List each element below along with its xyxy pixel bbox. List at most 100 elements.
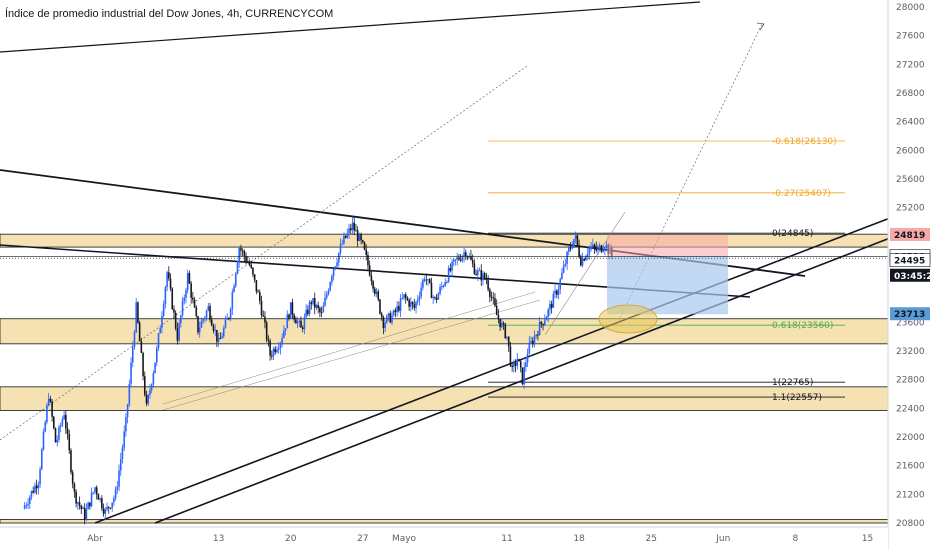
candle-body-101 [197,316,199,333]
candle-body-227 [413,304,416,308]
y-tick-5: 26000 [896,146,925,156]
candle-body-40 [92,492,95,494]
candle-body-263 [475,273,477,275]
candle-body-288 [518,359,520,362]
candle-body-273 [492,297,495,299]
candle-body-153 [286,314,289,329]
time-axis[interactable]: Abr 13 20 27 Mayo 11 18 25 Jun 8 15 [0,526,888,550]
chart-title: Índice de promedio industrial del Dow Jo… [5,7,333,20]
candle-body-147 [276,349,278,353]
candle-body-312 [559,279,562,290]
candle-body-331 [592,244,594,247]
candle-body-132 [250,265,253,268]
candle-body-66 [137,302,139,323]
price-axis[interactable]: 28000 27600 27200 26800 26400 26000 25600 25200… [887,0,932,550]
y-tick-1: 27600 [896,32,925,42]
candle-body-187 [344,235,347,238]
candle-body-97 [190,283,192,298]
zone-2 [0,386,889,411]
candle-body-178 [329,282,331,291]
candle-body-182 [336,262,338,267]
candle-body-22 [61,419,64,426]
candle-body-286 [514,363,517,366]
candle-body-109 [210,319,213,326]
candle-body-23 [63,414,65,420]
candle-body-41 [94,487,96,493]
candle-body-83 [166,272,168,288]
trend-lines [0,1,891,524]
candle-body-242 [439,287,441,294]
trend-line-0 [0,1,701,53]
candle-body-317 [568,247,570,252]
candle-body-211 [386,315,388,323]
price-tag-0: 24819 [894,231,925,241]
candle-body-174 [322,305,325,313]
candle-body-321 [574,235,577,239]
fib-label-1: -0.27(25407) [772,189,831,199]
y-tick-11: 23600 [896,318,925,328]
candle-body-2 [27,503,29,506]
candle-body-233 [423,279,426,281]
candle-body-304 [545,316,548,321]
candle-body-62 [130,362,132,384]
candle-body-283 [509,346,512,366]
candle-body-138 [260,300,263,316]
candle-body-225 [410,302,412,307]
candle-body-296 [531,341,534,345]
candle-body-39 [90,492,93,507]
candle-body-48 [106,506,108,510]
price-tag-2: 24495 [894,257,925,267]
candle-body-230 [418,296,421,300]
candle-body-117 [224,319,227,329]
candle-body-11 [42,431,45,450]
candle-body-1 [25,505,28,507]
y-tick-12: 23200 [896,347,925,357]
candle-body-157 [293,314,295,320]
candle-body-335 [598,245,601,249]
candle-body-77 [156,348,158,363]
candle-body-307 [550,303,553,308]
candle-body-65 [135,302,137,333]
candle-body-167 [310,302,313,304]
candle-body-330 [590,246,592,248]
candle-body-254 [459,259,462,261]
candle-body-42 [95,487,98,495]
candle-body-324 [580,256,582,266]
candle-body-192 [353,222,356,231]
candle-body-5 [32,490,34,493]
candle-body-280 [504,324,507,339]
candle-body-16 [51,401,53,417]
fib-label-3: 0.618(23560) [772,321,833,331]
candle-body-246 [446,281,448,283]
candle-body-67 [138,322,141,342]
y-tick-3: 26800 [896,89,925,99]
candle-body-315 [564,263,567,266]
candle-body-274 [494,298,496,306]
candle-body-199 [365,249,368,256]
candle-body-223 [406,298,409,301]
candle-body-136 [257,291,259,293]
candle-body-113 [217,338,220,342]
candle-body-329 [588,246,591,254]
candle-body-168 [312,298,314,304]
candle-body-78 [157,333,160,349]
candle-body-289 [519,361,522,368]
candle-body-50 [109,507,112,509]
candle-body-322 [576,235,579,246]
candle-body-7 [35,485,38,489]
candle-body-252 [456,257,459,260]
candle-body-31 [77,502,79,504]
candle-body-336 [600,245,603,252]
candle-body-226 [411,302,414,305]
price-tag-bg-0 [890,227,930,241]
candle-body-338 [604,247,606,251]
candle-body-88 [174,312,177,329]
candle-body-306 [549,303,551,310]
candle-body-196 [360,234,362,241]
candle-body-325 [581,258,584,266]
candle-body-217 [396,306,398,313]
candle-body-98 [192,297,194,300]
y-tick-7: 25200 [896,204,925,214]
candle-body-123 [234,273,237,286]
